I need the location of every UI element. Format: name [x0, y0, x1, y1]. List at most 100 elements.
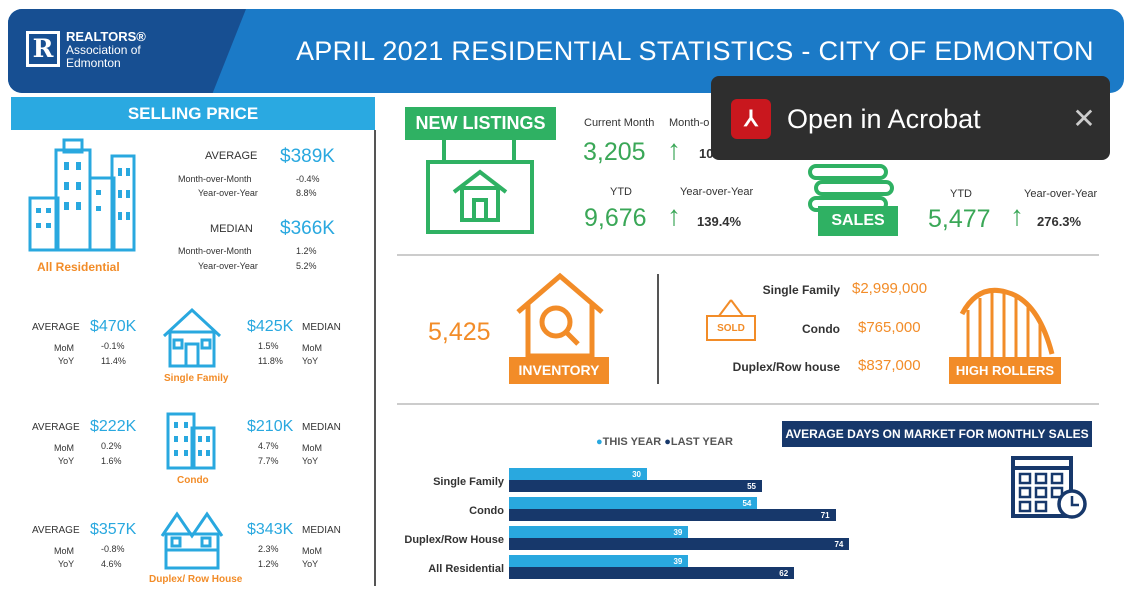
sf-median-label: MEDIAN: [302, 322, 341, 333]
inventory-heading: INVENTORY: [509, 357, 609, 384]
chart-legend: ●THIS YEAR ●LAST YEAR: [596, 436, 733, 448]
days-on-market-heading: AVERAGE DAYS ON MARKET FOR MONTHLY SALES: [782, 421, 1092, 447]
condo-median: $210K: [247, 418, 294, 435]
nl-ytd-up-arrow-icon: ↑: [667, 200, 681, 231]
sales-yoy: 276.3%: [1037, 214, 1082, 229]
sf-yoy-label: YoY: [58, 356, 75, 366]
condo-median-label: MEDIAN: [302, 422, 341, 433]
med-mom: 1.2%: [296, 246, 317, 256]
realtors-logo-icon: R: [26, 31, 60, 67]
open-in-acrobat-toast[interactable]: [711, 76, 1110, 160]
days-on-market-chart: Single Family 30 55 Condo 54 71 Duplex/Row Hou…: [374, 462, 874, 592]
sf-avg-mom: -0.1%: [101, 341, 125, 351]
duplex-yoy-label: YoY: [58, 559, 75, 569]
bar-this-year: 54: [509, 497, 758, 509]
duplex-avg: $357K: [90, 521, 137, 538]
selling-price-heading: SELLING PRICE: [11, 97, 375, 130]
house-icon: [162, 307, 222, 368]
category-label: Condo: [469, 505, 504, 517]
hr-condo-label: Condo: [802, 322, 840, 336]
hr-sf-value: $2,999,000: [852, 280, 928, 297]
divider-vertical: [374, 130, 376, 586]
median-price: $366K: [280, 218, 335, 239]
category-label: Duplex/Row House: [404, 534, 504, 546]
avg-yoy: 8.8%: [296, 188, 317, 198]
sales-yoy-label: Year-over-Year: [1024, 188, 1098, 200]
condo-med-mom: 4.7%: [258, 441, 279, 451]
bar-last-year: 71: [509, 509, 836, 521]
sf-med-yoy-label: YoY: [302, 356, 319, 366]
roller-coaster-icon: [959, 287, 1055, 358]
category-label: All Residential: [428, 563, 504, 575]
hr-duplex-value: $837,000: [858, 357, 921, 374]
sales-heading: SALES: [818, 206, 898, 236]
hr-duplex-label: Duplex/Row house: [732, 360, 840, 374]
new-listings-heading: NEW LISTINGS: [405, 107, 556, 140]
bar-last-year: 74: [509, 538, 850, 550]
nl-up-arrow-icon: ↑: [667, 134, 681, 165]
page-title: APRIL 2021 RESIDENTIAL STATISTICS - CITY…: [296, 36, 1094, 66]
sf-median: $425K: [247, 318, 294, 335]
header-banner: [8, 9, 1124, 93]
legend-dot-this-year: ●: [596, 436, 603, 448]
avg-mom-label: Month-over-Month: [178, 174, 252, 184]
duplex-avg-yoy: 4.6%: [101, 559, 122, 569]
nl-yoy: 139.4%: [697, 214, 742, 229]
duplex-med-yoy-label: YoY: [302, 559, 319, 569]
sf-avg: $470K: [90, 318, 137, 335]
nl-ytd: 9,676: [584, 204, 647, 232]
condo-label: Condo: [177, 475, 209, 486]
med-yoy-label: Year-over-Year: [198, 261, 258, 271]
sales-up-arrow-icon: ↑: [1010, 200, 1024, 231]
logo-title: REALTORS®: [66, 29, 146, 44]
median-label: MEDIAN: [210, 223, 253, 235]
inventory-value: 5,425: [428, 318, 491, 346]
calendar-clock-icon: [1011, 456, 1087, 519]
condo-med-mom-label: MoM: [302, 443, 322, 453]
sf-avg-yoy: 11.4%: [101, 356, 126, 366]
condo-avg: $222K: [90, 418, 137, 435]
house-magnifier-icon: [516, 272, 604, 358]
condo-avg-mom: 0.2%: [101, 441, 122, 451]
legend-this-year: THIS YEAR: [602, 436, 662, 448]
divider-horizontal-2: [397, 403, 1099, 405]
close-icon[interactable]: ✕: [1072, 103, 1096, 134]
legend-dot-last-year: ●: [664, 436, 671, 448]
condo-mom-label: MoM: [54, 443, 74, 453]
med-mom-label: Month-over-Month: [178, 246, 252, 256]
bar-last-year: 62: [509, 567, 795, 579]
sf-mom-label: MoM: [54, 343, 74, 353]
open-in-acrobat-button[interactable]: Open in Acrobat: [787, 104, 981, 134]
legend-last-year: LAST YEAR: [670, 436, 733, 448]
sf-med-yoy: 11.8%: [258, 356, 283, 366]
sf-avg-label: AVERAGE: [32, 322, 80, 333]
condo-building-icon: [166, 412, 216, 470]
duplex-avg-label: AVERAGE: [32, 525, 80, 536]
avg-price: $389K: [280, 146, 335, 167]
sales-ytd: 5,477: [928, 205, 991, 233]
bar-this-year: 30: [509, 468, 647, 480]
condo-avg-yoy: 1.6%: [101, 456, 122, 466]
acrobat-icon[interactable]: ⅄: [731, 99, 771, 139]
duplex-median: $343K: [247, 521, 294, 538]
all-residential-label: All Residential: [37, 260, 120, 274]
sf-med-mom: 1.5%: [258, 341, 279, 351]
duplex-mom-label: MoM: [54, 546, 74, 556]
sales-ytd-label: YTD: [950, 188, 972, 200]
current-month-label: Current Month: [584, 117, 655, 129]
condo-avg-label: AVERAGE: [32, 422, 80, 433]
avg-yoy-label: Year-over-Year: [198, 188, 258, 198]
divider-vertical-2: [657, 274, 659, 384]
bar-this-year: 39: [509, 555, 689, 567]
logo-subtitle: Association of Edmonton: [66, 43, 141, 70]
nl-ytd-label: YTD: [610, 186, 632, 198]
sold-sign-icon: [706, 299, 756, 341]
duplex-med-mom: 2.3%: [258, 544, 279, 554]
sold-sign-text: SOLD: [717, 323, 745, 334]
nl-mom-label: Month-o: [669, 117, 710, 129]
duplex-median-label: MEDIAN: [302, 525, 341, 536]
duplex-label: Duplex/ Row House: [149, 574, 243, 585]
sf-label: Single Family: [164, 373, 229, 384]
duplex-med-yoy: 1.2%: [258, 559, 279, 569]
condo-med-yoy-label: YoY: [302, 456, 319, 466]
